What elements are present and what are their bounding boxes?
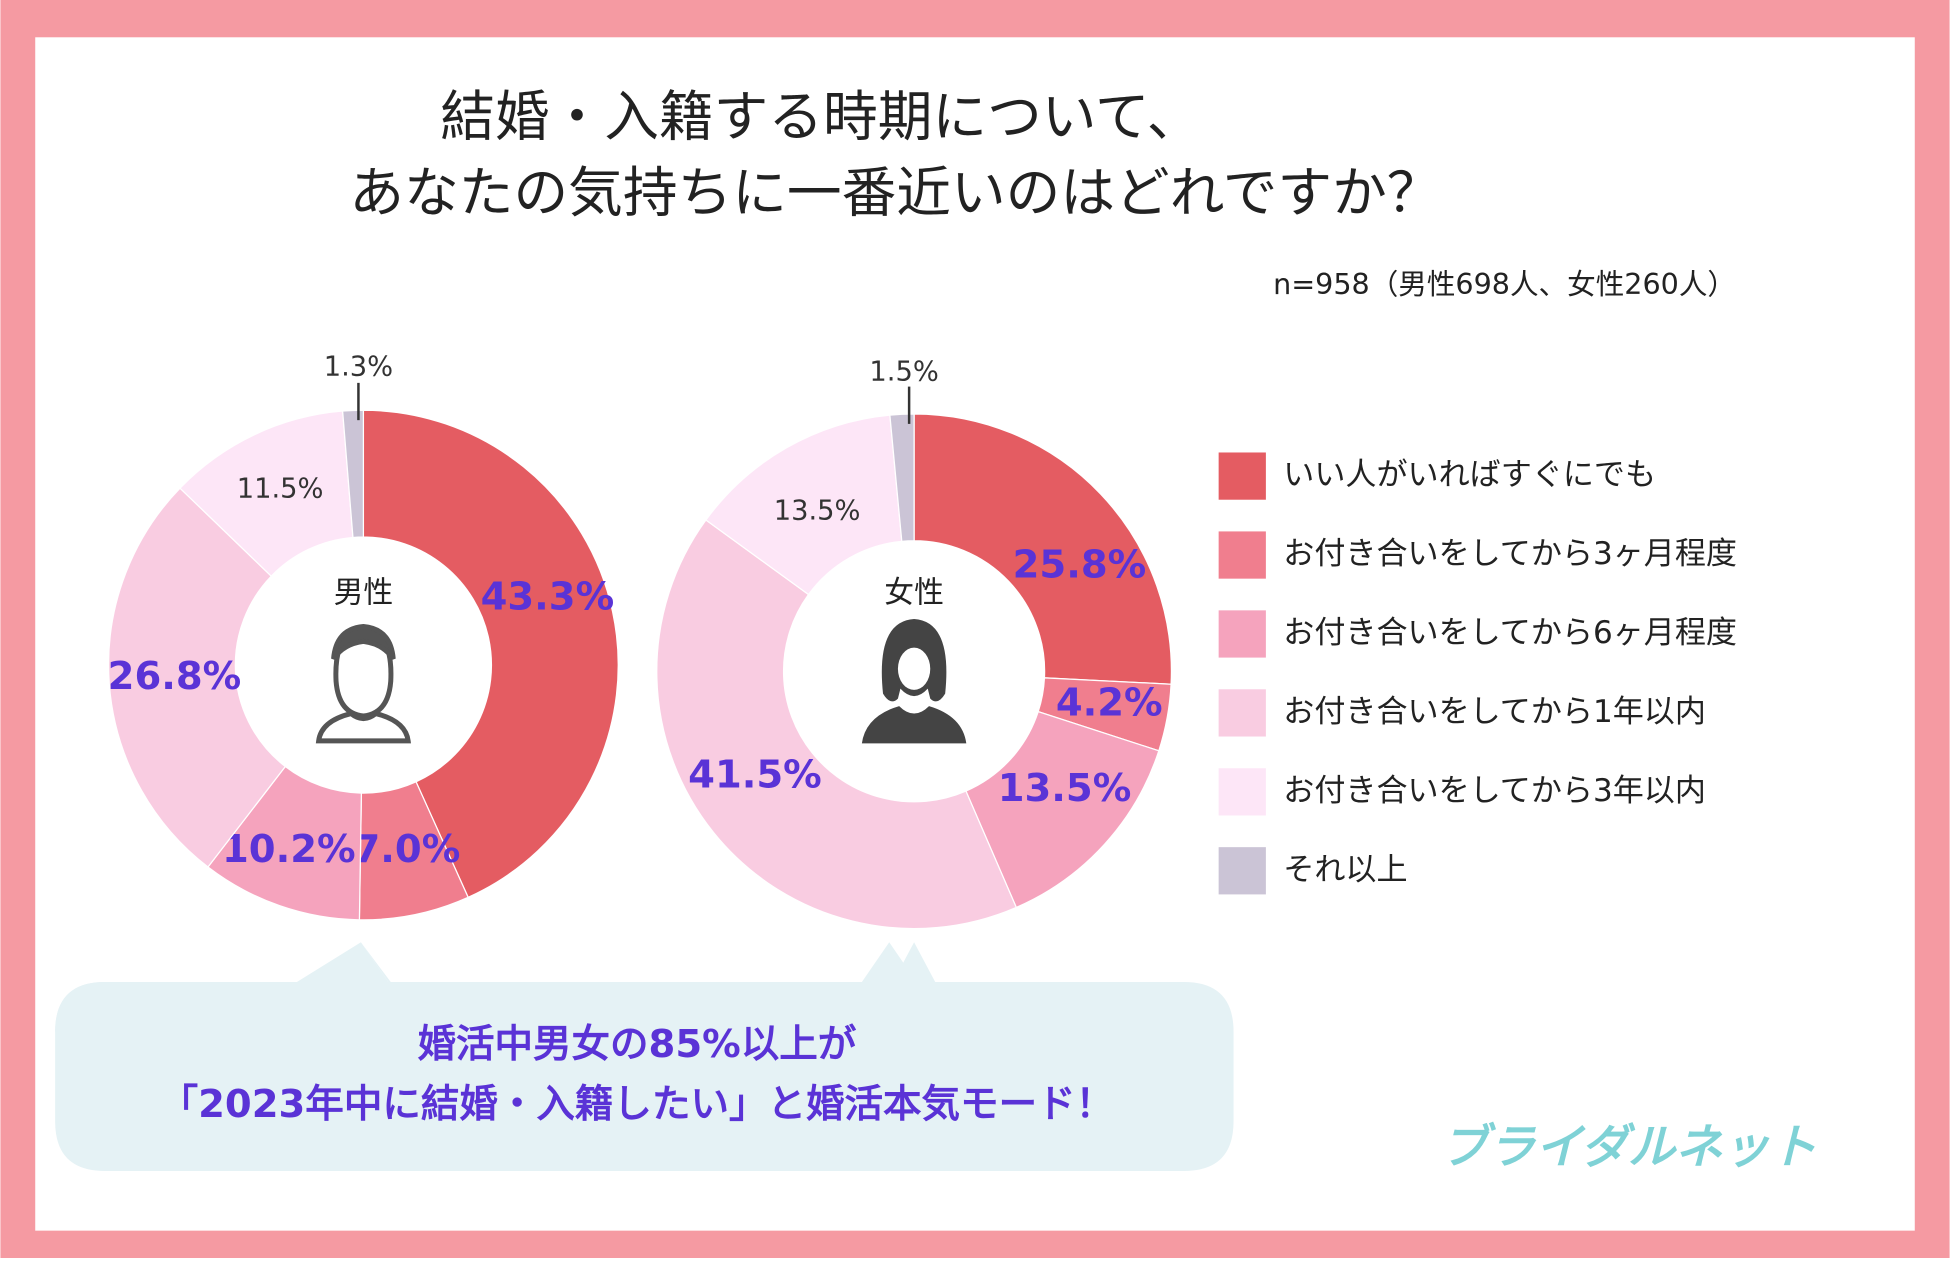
- icon-male: [315, 624, 411, 744]
- note: n=958（男性698人、女性260人）: [1273, 267, 1736, 301]
- donut-slice: [656, 519, 1018, 930]
- data-label: 10.2%: [222, 827, 356, 872]
- data-label: 1.3%: [324, 351, 393, 382]
- data-label: 4.2%: [1056, 680, 1163, 725]
- center-label: 男性: [334, 576, 394, 611]
- data-label: 11.5%: [237, 473, 324, 504]
- title: あなたの気持ちに一番近いのはどれですか？: [349, 161, 1441, 225]
- donut-slice: [705, 414, 903, 596]
- legend-label: お付き合いをしてから1年以内: [1283, 694, 1706, 730]
- data-label: 43.3%: [481, 575, 615, 620]
- callout-text: 婚活中男女の85%以上が: [417, 1022, 856, 1067]
- icon-female: [861, 619, 967, 744]
- center-label: 女性: [884, 576, 944, 611]
- logo: ブライダルネット: [1441, 1120, 1817, 1175]
- data-label: 25.8%: [1013, 542, 1147, 587]
- legend-swatch: [1218, 610, 1266, 658]
- legend-label: お付き合いをしてから6ヶ月程度: [1283, 615, 1737, 651]
- legend: いい人がいればすぐにでもお付き合いをしてから3ヶ月程度お付き合いをしてから6ヶ月…: [1218, 452, 1737, 895]
- legend-label: それ以上: [1283, 852, 1407, 888]
- legend-label: お付き合いをしてから3ヶ月程度: [1283, 536, 1737, 572]
- donut-slice: [341, 409, 365, 539]
- legend-swatch: [1218, 531, 1266, 579]
- callout-text: 「2023年中に結婚・入籍したい」と婚活本気モード！: [160, 1082, 1115, 1127]
- donut-slice: [889, 413, 915, 542]
- legend-label: お付き合いをしてから3年以内: [1283, 773, 1706, 809]
- data-label: 41.5%: [688, 752, 822, 797]
- pies: 43.3% 7.0%10.2% 26.8% 11.5% 1.3% 男性 25.8% 4.2% 1…: [107, 351, 1173, 930]
- legend-label: いい人がいればすぐにでも: [1283, 457, 1656, 493]
- legend-swatch: [1218, 452, 1266, 500]
- donut-slice: [913, 413, 1173, 685]
- data-label: 26.8%: [108, 654, 242, 699]
- donut-slice: [107, 487, 287, 868]
- data-label: 13.5%: [998, 766, 1132, 811]
- data-label: 1.5%: [869, 356, 938, 387]
- legend-swatch: [1218, 689, 1266, 737]
- title: 結婚・入籍する時期について、: [440, 85, 1201, 149]
- legend-swatch: [1218, 768, 1266, 816]
- legend-swatch: [1218, 847, 1266, 895]
- callout-bubble: [55, 942, 1215, 1171]
- data-label: 7.0%: [353, 827, 460, 872]
- data-label: 13.5%: [774, 496, 861, 527]
- donut-slice: [965, 710, 1160, 909]
- donut-slice: [362, 409, 619, 899]
